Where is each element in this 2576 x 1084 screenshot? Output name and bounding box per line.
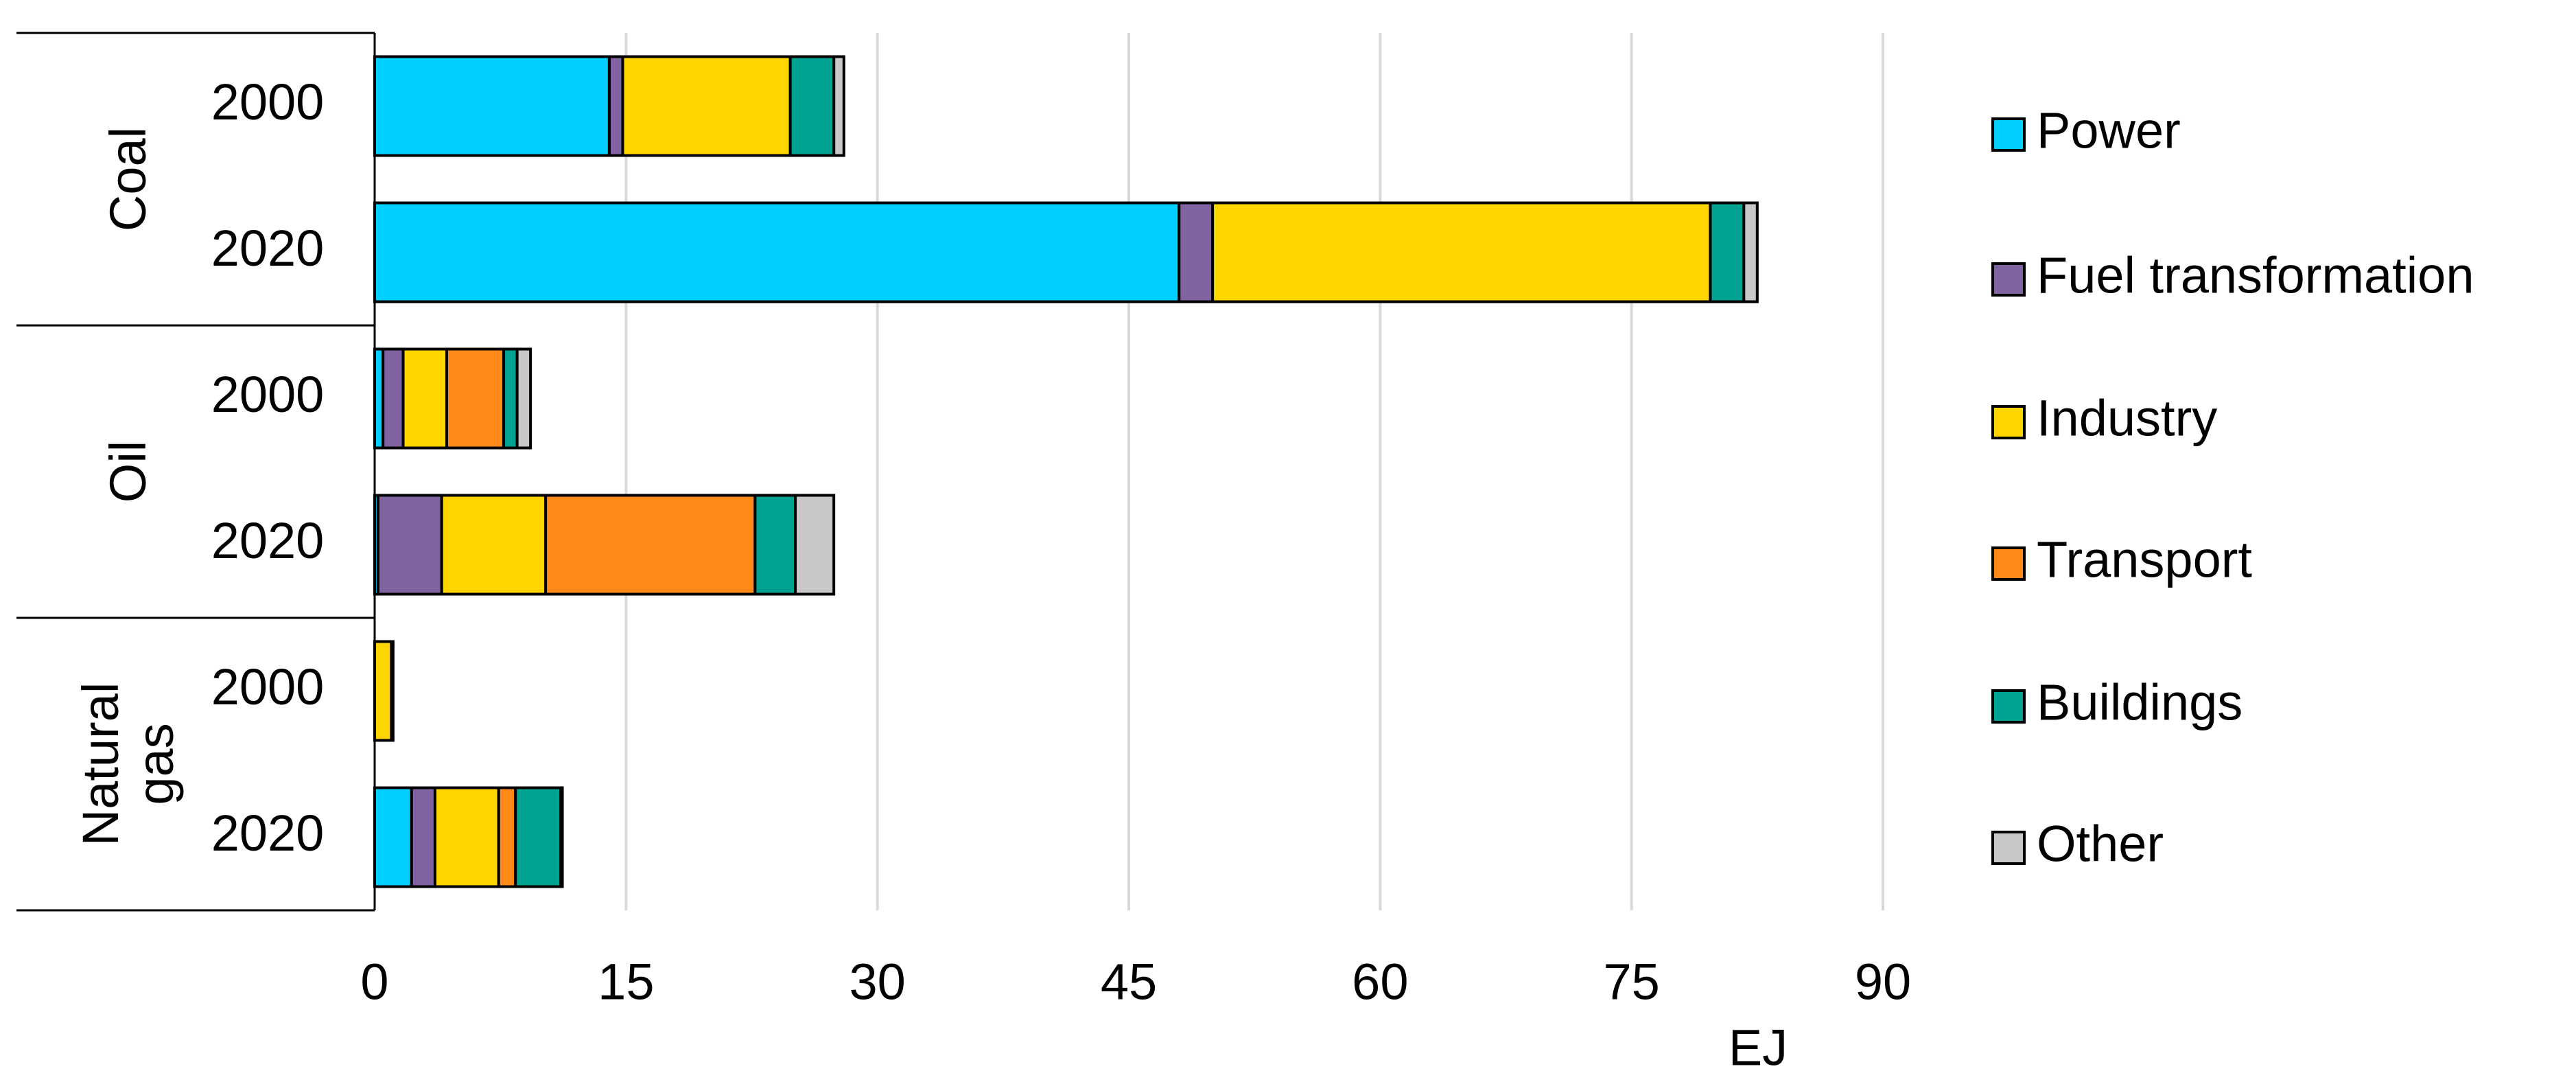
bar-segment xyxy=(788,55,836,157)
x-tick-label: 45 xyxy=(1101,954,1157,1011)
x-tick-label: 0 xyxy=(360,954,388,1011)
y-tick-label: 2000 xyxy=(211,658,325,715)
group-label: Oil xyxy=(99,440,156,503)
x-tick-label: 90 xyxy=(1855,954,1911,1011)
bar-segment xyxy=(544,494,757,596)
x-axis-label: EJ xyxy=(1729,1019,1788,1076)
bar-segment xyxy=(1178,201,1215,303)
bar-segment xyxy=(373,201,1181,303)
bar-segment xyxy=(382,347,405,450)
legend-swatch xyxy=(1991,405,2026,439)
x-tick-label: 15 xyxy=(598,954,654,1011)
legend-swatch xyxy=(1991,262,2026,297)
bar-segment xyxy=(621,55,792,157)
bar-segment xyxy=(559,786,564,888)
bar-segment xyxy=(515,347,532,450)
bar-segment xyxy=(440,494,548,596)
y-tick-label: 2000 xyxy=(211,73,325,130)
group-label: Coal xyxy=(99,126,156,232)
legend-label: Buildings xyxy=(2037,674,2243,731)
y-tick-label: 2020 xyxy=(211,805,325,862)
bar-segment xyxy=(373,55,611,157)
bar-segment xyxy=(832,55,845,157)
legend-label: Power xyxy=(2037,102,2181,159)
legend-swatch xyxy=(1991,117,2026,152)
x-tick-label: 30 xyxy=(850,954,906,1011)
legend-swatch xyxy=(1991,689,2026,724)
bar-segment xyxy=(497,786,517,888)
bar-segment xyxy=(607,55,624,157)
legend-swatch xyxy=(1991,546,2026,581)
bar-segment xyxy=(502,347,519,450)
bar-segment xyxy=(1742,201,1759,303)
bar-segment xyxy=(793,494,836,596)
bar-segment xyxy=(1211,201,1712,303)
bar-segment xyxy=(433,786,500,888)
bar-segment xyxy=(753,494,797,596)
bar-segment xyxy=(410,786,436,888)
bar-segment xyxy=(445,347,506,450)
legend-label: Transport xyxy=(2037,531,2252,588)
bar-segment xyxy=(373,640,393,742)
legend-label: Fuel transformation xyxy=(2037,247,2474,304)
x-tick-label: 60 xyxy=(1352,954,1408,1011)
legend-label: Other xyxy=(2037,816,2164,873)
legend-label: Industry xyxy=(2037,390,2217,447)
x-tick-label: 75 xyxy=(1604,954,1660,1011)
legend-swatch xyxy=(1991,831,2026,865)
y-tick-label: 2000 xyxy=(211,366,325,423)
group-label: Natural gas xyxy=(72,682,184,846)
bar-segment xyxy=(390,640,395,742)
y-tick-label: 2020 xyxy=(211,512,325,569)
bar-segment xyxy=(401,347,449,450)
bar-segment xyxy=(1709,201,1746,303)
bar-segment xyxy=(373,786,413,888)
bar-segment xyxy=(376,494,443,596)
y-tick-label: 2020 xyxy=(211,220,325,277)
bar-segment xyxy=(514,786,563,888)
